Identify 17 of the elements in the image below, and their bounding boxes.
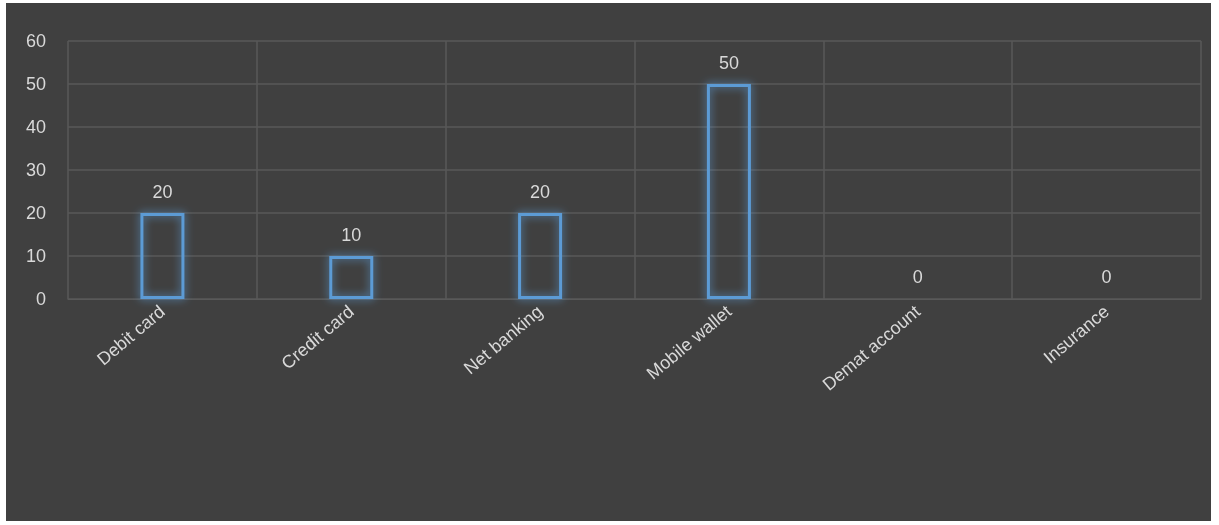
- y-tick-label: 30: [25, 160, 46, 180]
- y-tick-label: 40: [25, 117, 46, 137]
- y-tick-label: 50: [25, 74, 46, 94]
- bar: [706, 84, 751, 299]
- y-tick-label: 10: [25, 246, 46, 266]
- bar: [140, 213, 185, 299]
- y-tick-label: 20: [25, 203, 46, 223]
- bar: [329, 256, 374, 299]
- data-label: 0: [1101, 266, 1112, 287]
- y-tick-label: 0: [35, 289, 46, 309]
- data-label: 20: [152, 182, 173, 202]
- data-label: 0: [912, 266, 923, 287]
- data-label: 10: [341, 225, 362, 245]
- data-label: 20: [530, 182, 551, 202]
- bar: [518, 213, 563, 299]
- y-tick-label: 60: [25, 31, 46, 51]
- data-label: 50: [718, 53, 739, 73]
